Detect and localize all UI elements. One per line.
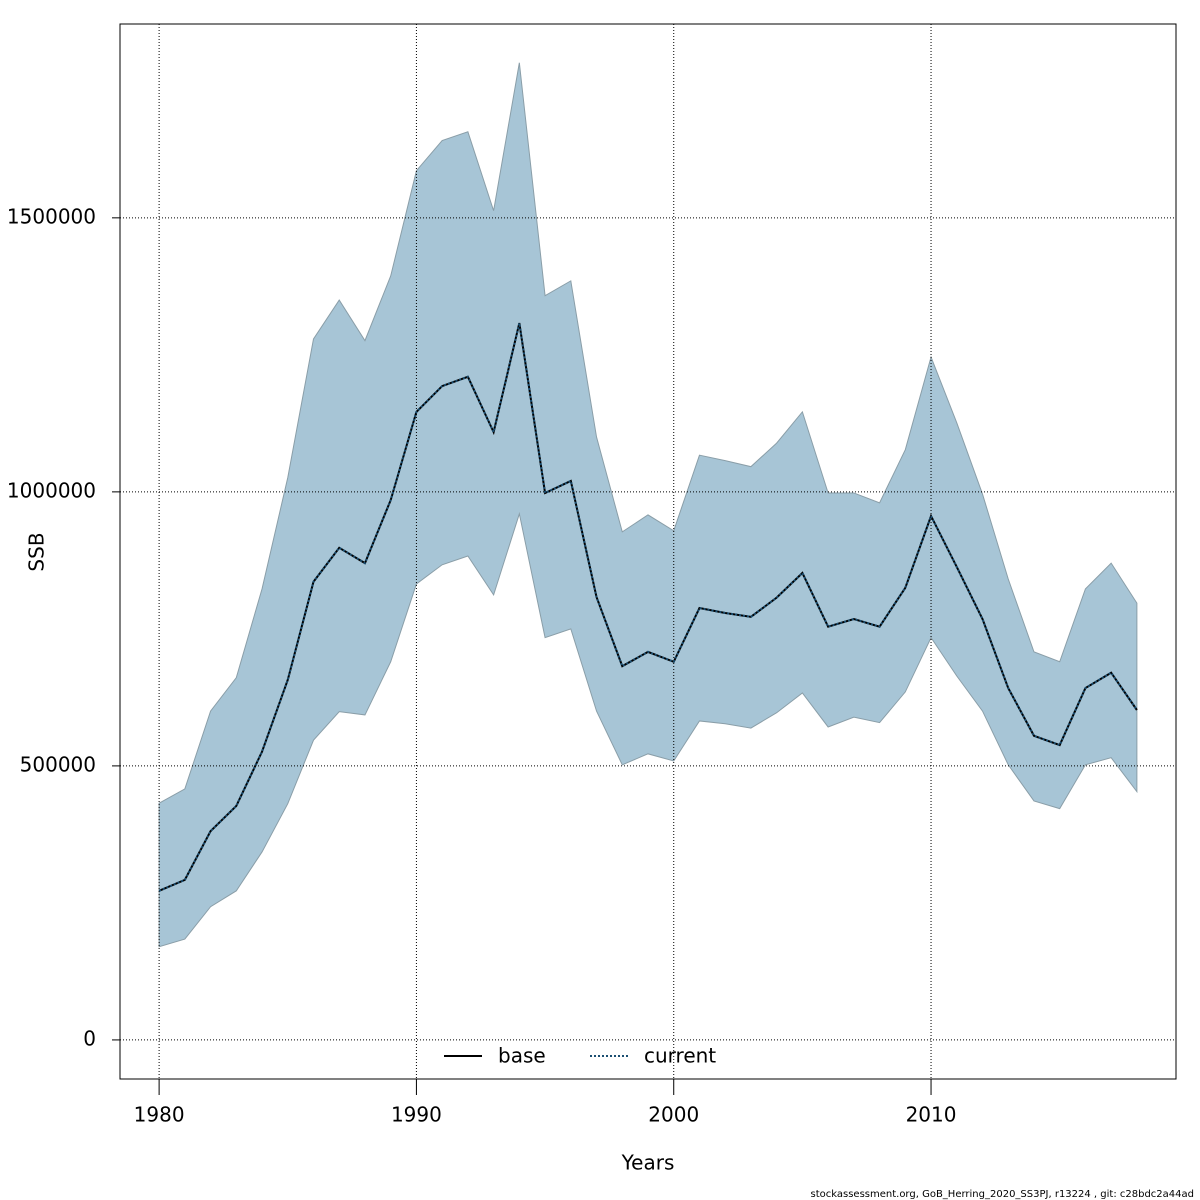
x-tick-label: 1990 (391, 1103, 442, 1127)
y-tick-label: 0 (83, 1026, 96, 1050)
y-tick-label: 1000000 (7, 478, 96, 502)
y-tick-label: 500000 (20, 752, 96, 776)
footer: stockassessment.org, GoB_Herring_2020_SS… (811, 1189, 1195, 1200)
legend-label: current (644, 1044, 716, 1068)
confidence-band (158, 62, 1138, 948)
y-axis-label: SSB (25, 532, 49, 571)
legend-label: base (498, 1044, 546, 1068)
x-axis-label: Years (621, 1151, 675, 1175)
x-tick-label: 2000 (648, 1103, 699, 1127)
y-tick-label: 1500000 (7, 204, 96, 228)
series-line (158, 322, 1138, 892)
plot-frame (119, 23, 1177, 1080)
x-tick-label: 2010 (906, 1103, 957, 1127)
x-tick-label: 1980 (134, 1103, 185, 1127)
